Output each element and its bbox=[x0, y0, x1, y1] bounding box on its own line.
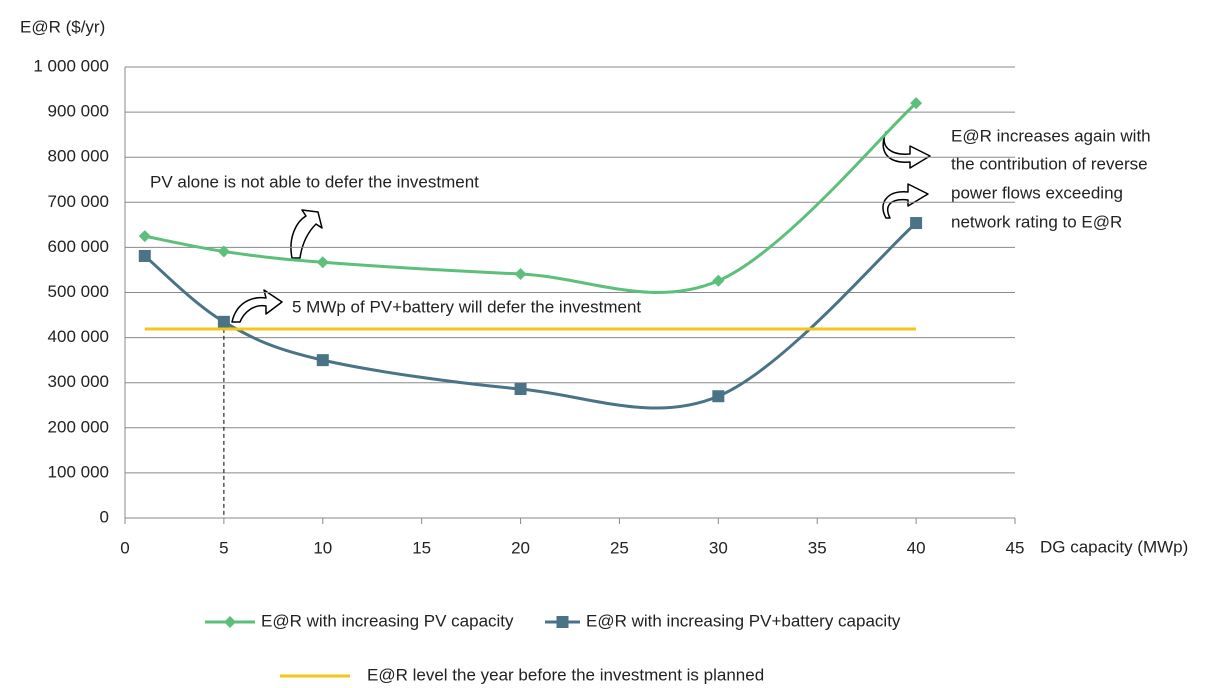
legend-label: E@R with increasing PV capacity bbox=[261, 611, 514, 630]
marker bbox=[712, 390, 725, 403]
marker bbox=[138, 230, 151, 243]
x-tick-label: 25 bbox=[610, 538, 629, 557]
y-tick-label: 500 000 bbox=[48, 282, 109, 301]
arrow bbox=[231, 289, 283, 323]
legend-marker bbox=[224, 616, 236, 628]
y-tick-label: 400 000 bbox=[48, 327, 109, 346]
marker bbox=[910, 97, 923, 110]
arrow bbox=[882, 131, 931, 169]
marker bbox=[712, 274, 725, 287]
x-axis-label: DG capacity (MWp) bbox=[1040, 537, 1188, 556]
marker bbox=[217, 245, 230, 258]
marker bbox=[138, 249, 151, 262]
x-tick-label: 10 bbox=[313, 538, 332, 557]
annotation: power flows exceeding bbox=[951, 183, 1123, 202]
y-tick-label: 0 bbox=[100, 507, 109, 526]
marker bbox=[514, 383, 527, 396]
arrow bbox=[290, 209, 323, 259]
legend-marker bbox=[556, 616, 569, 628]
x-tick-label: 45 bbox=[1006, 538, 1025, 557]
x-tick-label: 35 bbox=[808, 538, 827, 557]
series-line bbox=[144, 101, 918, 294]
x-tick-label: 40 bbox=[907, 538, 926, 557]
marker bbox=[316, 256, 329, 269]
annotation: E@R increases again with bbox=[951, 126, 1151, 145]
y-tick-label: 800 000 bbox=[48, 147, 109, 166]
x-tick-label: 15 bbox=[412, 538, 431, 557]
y-tick-label: 200 000 bbox=[48, 417, 109, 436]
y-tick-label: 600 000 bbox=[48, 237, 109, 256]
x-tick-label: 30 bbox=[709, 538, 728, 557]
y-tick-label: 700 000 bbox=[48, 192, 109, 211]
arrow bbox=[882, 183, 929, 219]
marker bbox=[514, 268, 527, 281]
y-tick-label: 1 000 000 bbox=[33, 56, 109, 75]
x-tick-label: 0 bbox=[120, 538, 129, 557]
annotation: the contribution of reverse bbox=[951, 154, 1148, 173]
annotation: network rating to E@R bbox=[951, 212, 1122, 231]
marker bbox=[316, 354, 329, 367]
y-axis-label: E@R ($/yr) bbox=[20, 17, 105, 36]
y-tick-label: 100 000 bbox=[48, 462, 109, 481]
x-tick-label: 5 bbox=[219, 538, 228, 557]
marker bbox=[910, 217, 923, 230]
annotation: PV alone is not able to defer the invest… bbox=[150, 172, 479, 191]
marker bbox=[217, 315, 230, 328]
y-tick-label: 900 000 bbox=[48, 102, 109, 121]
y-tick-label: 300 000 bbox=[48, 372, 109, 391]
legend-label: E@R level the year before the investment… bbox=[367, 665, 764, 684]
x-tick-label: 20 bbox=[511, 538, 530, 557]
legend-label: E@R with increasing PV+battery capacity bbox=[586, 611, 901, 630]
annotation: 5 MWp of PV+battery will defer the inves… bbox=[292, 297, 641, 316]
